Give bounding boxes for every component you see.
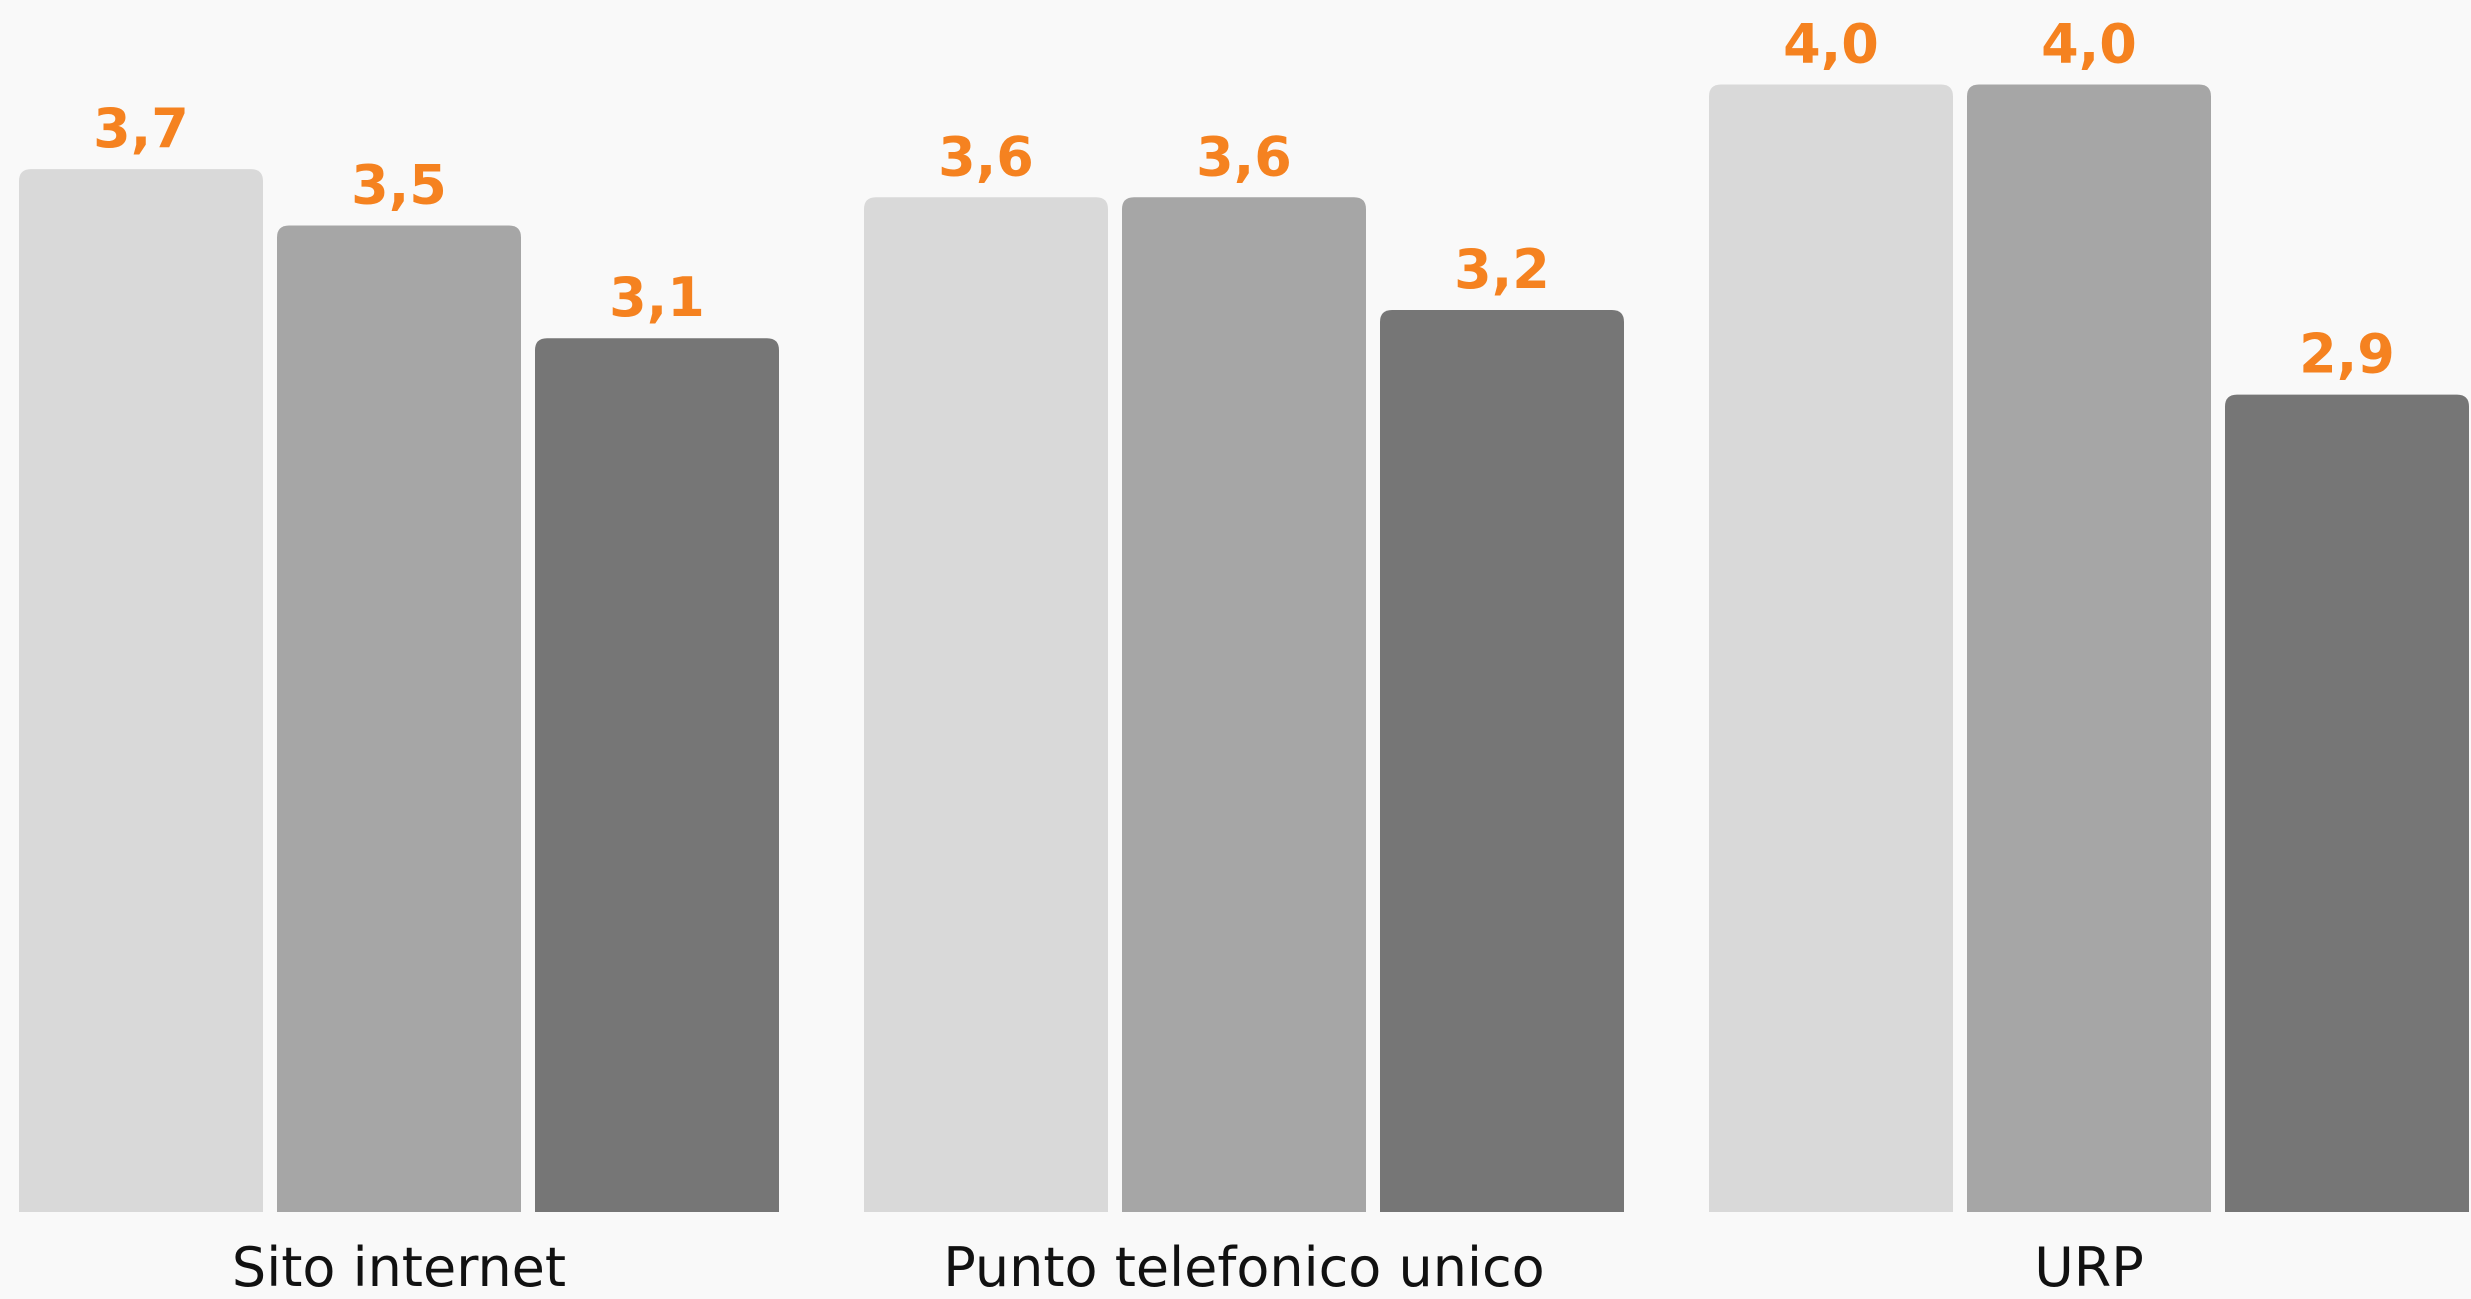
bar [1122, 197, 1366, 1213]
value-label: 3,7 [93, 97, 189, 160]
bar [1380, 310, 1624, 1212]
value-label: 3,6 [1196, 125, 1292, 188]
x-tick-label: URP [2034, 1236, 2144, 1299]
value-label: 4,0 [2041, 13, 2137, 76]
value-label: 3,5 [351, 153, 447, 216]
bar [277, 225, 521, 1212]
value-label: 3,6 [938, 125, 1034, 188]
x-tick-label: Sito internet [232, 1236, 566, 1299]
bar [864, 197, 1108, 1213]
bar [535, 338, 779, 1212]
bar [19, 169, 263, 1213]
x-tick-label: Punto telefonico unico [943, 1236, 1544, 1299]
value-label: 4,0 [1783, 13, 1879, 76]
bar [1709, 84, 1953, 1213]
bar [2225, 394, 2469, 1213]
value-label: 2,9 [2299, 323, 2395, 386]
bar [1967, 84, 2211, 1213]
value-label: 3,2 [1454, 238, 1550, 301]
value-label: 3,1 [609, 266, 705, 329]
